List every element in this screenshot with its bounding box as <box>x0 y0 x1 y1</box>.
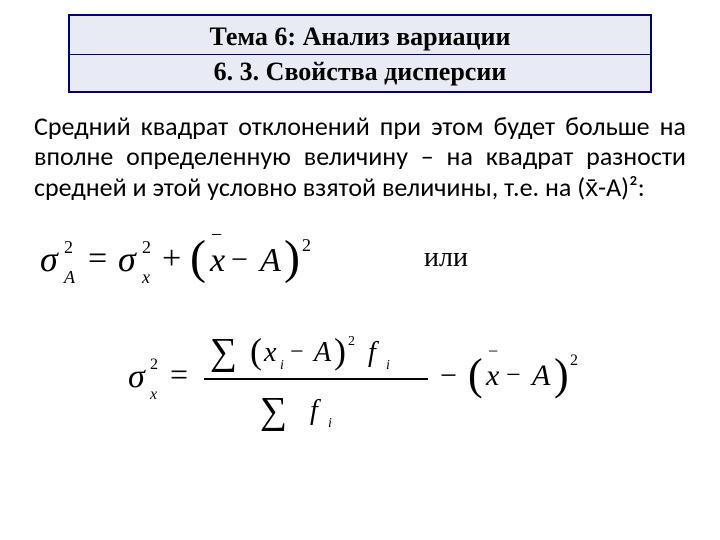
svg-text:∑: ∑ <box>210 331 237 373</box>
svg-text:(: ( <box>468 350 483 399</box>
svg-text:−: − <box>488 341 498 361</box>
svg-text:x: x <box>141 267 150 287</box>
svg-text:=: = <box>88 240 107 277</box>
svg-text:σ: σ <box>40 239 59 279</box>
svg-text:x: x <box>263 337 277 368</box>
svg-text:x: x <box>209 242 225 279</box>
svg-text:A: A <box>312 337 332 368</box>
svg-text:2: 2 <box>64 237 73 257</box>
svg-text:+: + <box>162 240 181 277</box>
slide: Тема 6: Анализ вариации 6. 3. Свойства д… <box>0 0 720 540</box>
svg-text:2: 2 <box>150 356 158 373</box>
svg-text:∑: ∑ <box>260 390 287 432</box>
svg-text:−: − <box>440 359 457 392</box>
svg-text:i: i <box>328 416 332 431</box>
svg-text:2: 2 <box>348 334 355 349</box>
title-box: Тема 6: Анализ вариации 6. 3. Свойства д… <box>68 14 652 93</box>
svg-text:): ) <box>554 350 569 399</box>
svg-text:A: A <box>258 242 281 279</box>
svg-text:): ) <box>284 231 300 284</box>
svg-text:(: ( <box>190 231 206 284</box>
svg-text:2: 2 <box>302 235 311 255</box>
svg-text:i: i <box>386 358 390 373</box>
svg-text:−: − <box>506 360 521 389</box>
svg-text:2: 2 <box>142 237 151 257</box>
or-label: или <box>424 242 468 274</box>
formula-row-1: σ 2 A = σ 2 x + ( − x − A ) 2 или <box>34 223 692 293</box>
svg-text:σ: σ <box>118 239 137 279</box>
title-line-2: 6. 3. Свойства дисперсии <box>80 57 640 87</box>
svg-text:A: A <box>63 267 76 287</box>
svg-text:2: 2 <box>570 352 578 369</box>
svg-text:x: x <box>149 386 157 403</box>
formula-1: σ 2 A = σ 2 x + ( − x − A ) 2 <box>34 223 364 293</box>
svg-text:−: − <box>290 339 304 365</box>
svg-text:f: f <box>310 395 321 426</box>
svg-text:=: = <box>170 356 188 392</box>
svg-text:(: ( <box>250 331 262 371</box>
svg-text:−: − <box>231 243 248 276</box>
svg-text:σ: σ <box>128 358 146 395</box>
svg-text:x: x <box>485 359 500 392</box>
svg-text:): ) <box>334 331 346 371</box>
svg-text:A: A <box>530 359 551 392</box>
formula-2: σ 2 x = ∑ ( x i − A ) 2 f i ∑ f i <box>110 319 610 439</box>
svg-text:i: i <box>280 358 284 373</box>
formula-row-2: σ 2 x = ∑ ( x i − A ) 2 f i ∑ f i <box>28 319 692 439</box>
title-divider <box>70 54 650 55</box>
title-line-1: Тема 6: Анализ вариации <box>80 22 640 52</box>
body-paragraph: Средний квадрат отклонений при этом буде… <box>34 111 686 203</box>
svg-text:f: f <box>368 337 379 368</box>
